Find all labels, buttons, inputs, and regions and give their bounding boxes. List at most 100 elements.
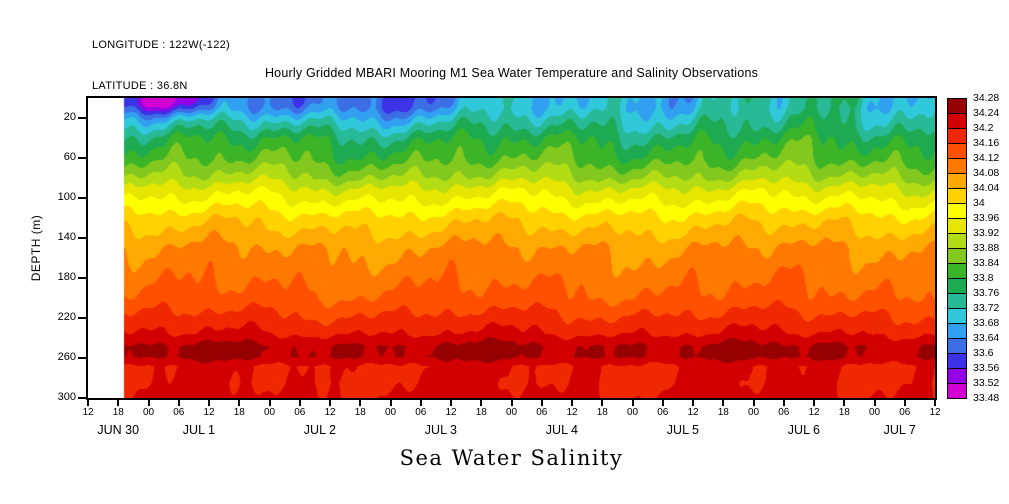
x-tick-label: 12 [687,407,699,418]
y-tick-mark [78,317,86,319]
colorbar-cell [947,293,967,309]
x-tick-mark [419,400,422,406]
x-tick-mark [329,400,331,406]
plot-area [86,96,937,400]
x-date-label: JUN 30 [97,423,140,437]
y-tick-label: 100 [57,191,76,203]
x-tick-label: 12 [808,407,820,418]
colorbar-level-label: 33.64 [973,332,1000,344]
x-tick-mark [601,400,604,406]
x-tick-label: 18 [596,407,608,418]
x-tick-mark [813,400,815,406]
x-date-label: JUL 2 [303,423,337,437]
y-tick-mark [78,197,86,199]
x-tick-mark [359,400,362,406]
x-tick-label: 18 [475,407,487,418]
x-tick-label: 00 [142,407,155,418]
x-tick-mark [631,400,634,406]
y-tick-label: 20 [63,111,76,123]
x-date-label: JUL 6 [787,423,821,437]
x-tick-mark [298,400,301,406]
x-tick-mark [389,400,392,406]
colorbar-level-label: 33.52 [973,377,1000,389]
colorbar-cell [947,278,967,294]
x-tick-mark [510,400,513,406]
colorbar-cell [947,248,967,264]
x-tick-label: 12 [929,407,941,418]
colorbar-level-label: 34 [973,197,985,209]
y-tick-label: 180 [57,271,76,283]
x-tick-mark [934,400,936,406]
x-tick-label: 00 [263,407,276,418]
x-tick-label: 00 [626,407,639,418]
x-tick-mark [661,400,664,406]
x-tick-mark [177,400,180,406]
colorbar-level-label: 33.84 [973,257,1000,269]
colorbar-level-label: 34.24 [973,107,1000,119]
colorbar-level-label: 34.12 [973,152,1000,164]
colorbar-level-label: 34.28 [973,92,1000,104]
x-tick-label: 00 [505,407,518,418]
x-tick-label: 00 [384,407,397,418]
y-tick-label: 60 [63,151,76,163]
y-tick-label: 220 [57,311,76,323]
x-tick-mark [117,400,120,406]
x-tick-mark [843,400,846,406]
x-tick-mark [147,400,150,406]
colorbar-cell [947,263,967,279]
y-tick-mark [78,357,86,359]
colorbar-level-label: 34.08 [973,167,1000,179]
y-tick-mark [78,237,86,239]
colorbar-cell [947,323,967,339]
colorbar-cell [947,98,967,114]
x-tick-mark [480,400,483,406]
x-tick-mark [692,400,694,406]
latitude-label: LATITUDE : 36.8N [92,79,188,92]
colorbar-level-label: 33.48 [973,392,1000,404]
x-tick-label: 06 [536,407,548,418]
x-tick-label: 18 [233,407,245,418]
x-tick-label: 00 [868,407,881,418]
x-tick-mark [268,400,271,406]
x-tick-mark [450,400,452,406]
colorbar-cell [947,143,967,159]
x-tick-mark [903,400,906,406]
colorbar-cell [947,113,967,129]
colorbar-level-label: 33.92 [973,227,1000,239]
colorbar-cell [947,353,967,369]
colorbar-cell [947,338,967,354]
x-tick-label: 06 [294,407,306,418]
colorbar-level-label: 33.56 [973,362,1000,374]
chart-title: Hourly Gridded MBARI Mooring M1 Sea Wate… [264,66,759,80]
colorbar-level-label: 33.88 [973,242,1000,254]
x-tick-label: 12 [203,407,215,418]
y-tick-mark [78,157,86,159]
colorbar-level-label: 33.96 [973,212,1000,224]
x-tick-label: 06 [415,407,427,418]
y-tick-label: 260 [57,351,76,363]
x-tick-label: 18 [354,407,366,418]
x-date-label: JUL 4 [545,423,579,437]
colorbar-level-label: 33.72 [973,302,1000,314]
x-tick-label: 12 [324,407,336,418]
x-tick-mark [571,400,573,406]
y-tick-label: 300 [57,391,76,403]
colorbar-level-label: 34.04 [973,182,1000,194]
x-tick-label: 18 [838,407,850,418]
x-tick-mark [208,400,210,406]
colorbar-cell [947,188,967,204]
x-date-label: JUL 7 [883,423,916,437]
x-date-label: JUL 5 [666,423,700,437]
variable-title: Sea Water Salinity [399,446,624,470]
colorbar-level-label: 33.76 [973,287,1000,299]
colorbar-level-label: 34.16 [973,137,1000,149]
x-tick-label: 06 [899,407,911,418]
colorbar-cell [947,383,967,399]
x-tick-mark [782,400,785,406]
x-date-label: JUL 1 [182,423,216,437]
x-tick-label: 18 [717,407,729,418]
x-tick-label: 06 [778,407,790,418]
longitude-label: LONGITUDE : 122W(-122) [92,39,231,51]
x-tick-label: 12 [566,407,578,418]
